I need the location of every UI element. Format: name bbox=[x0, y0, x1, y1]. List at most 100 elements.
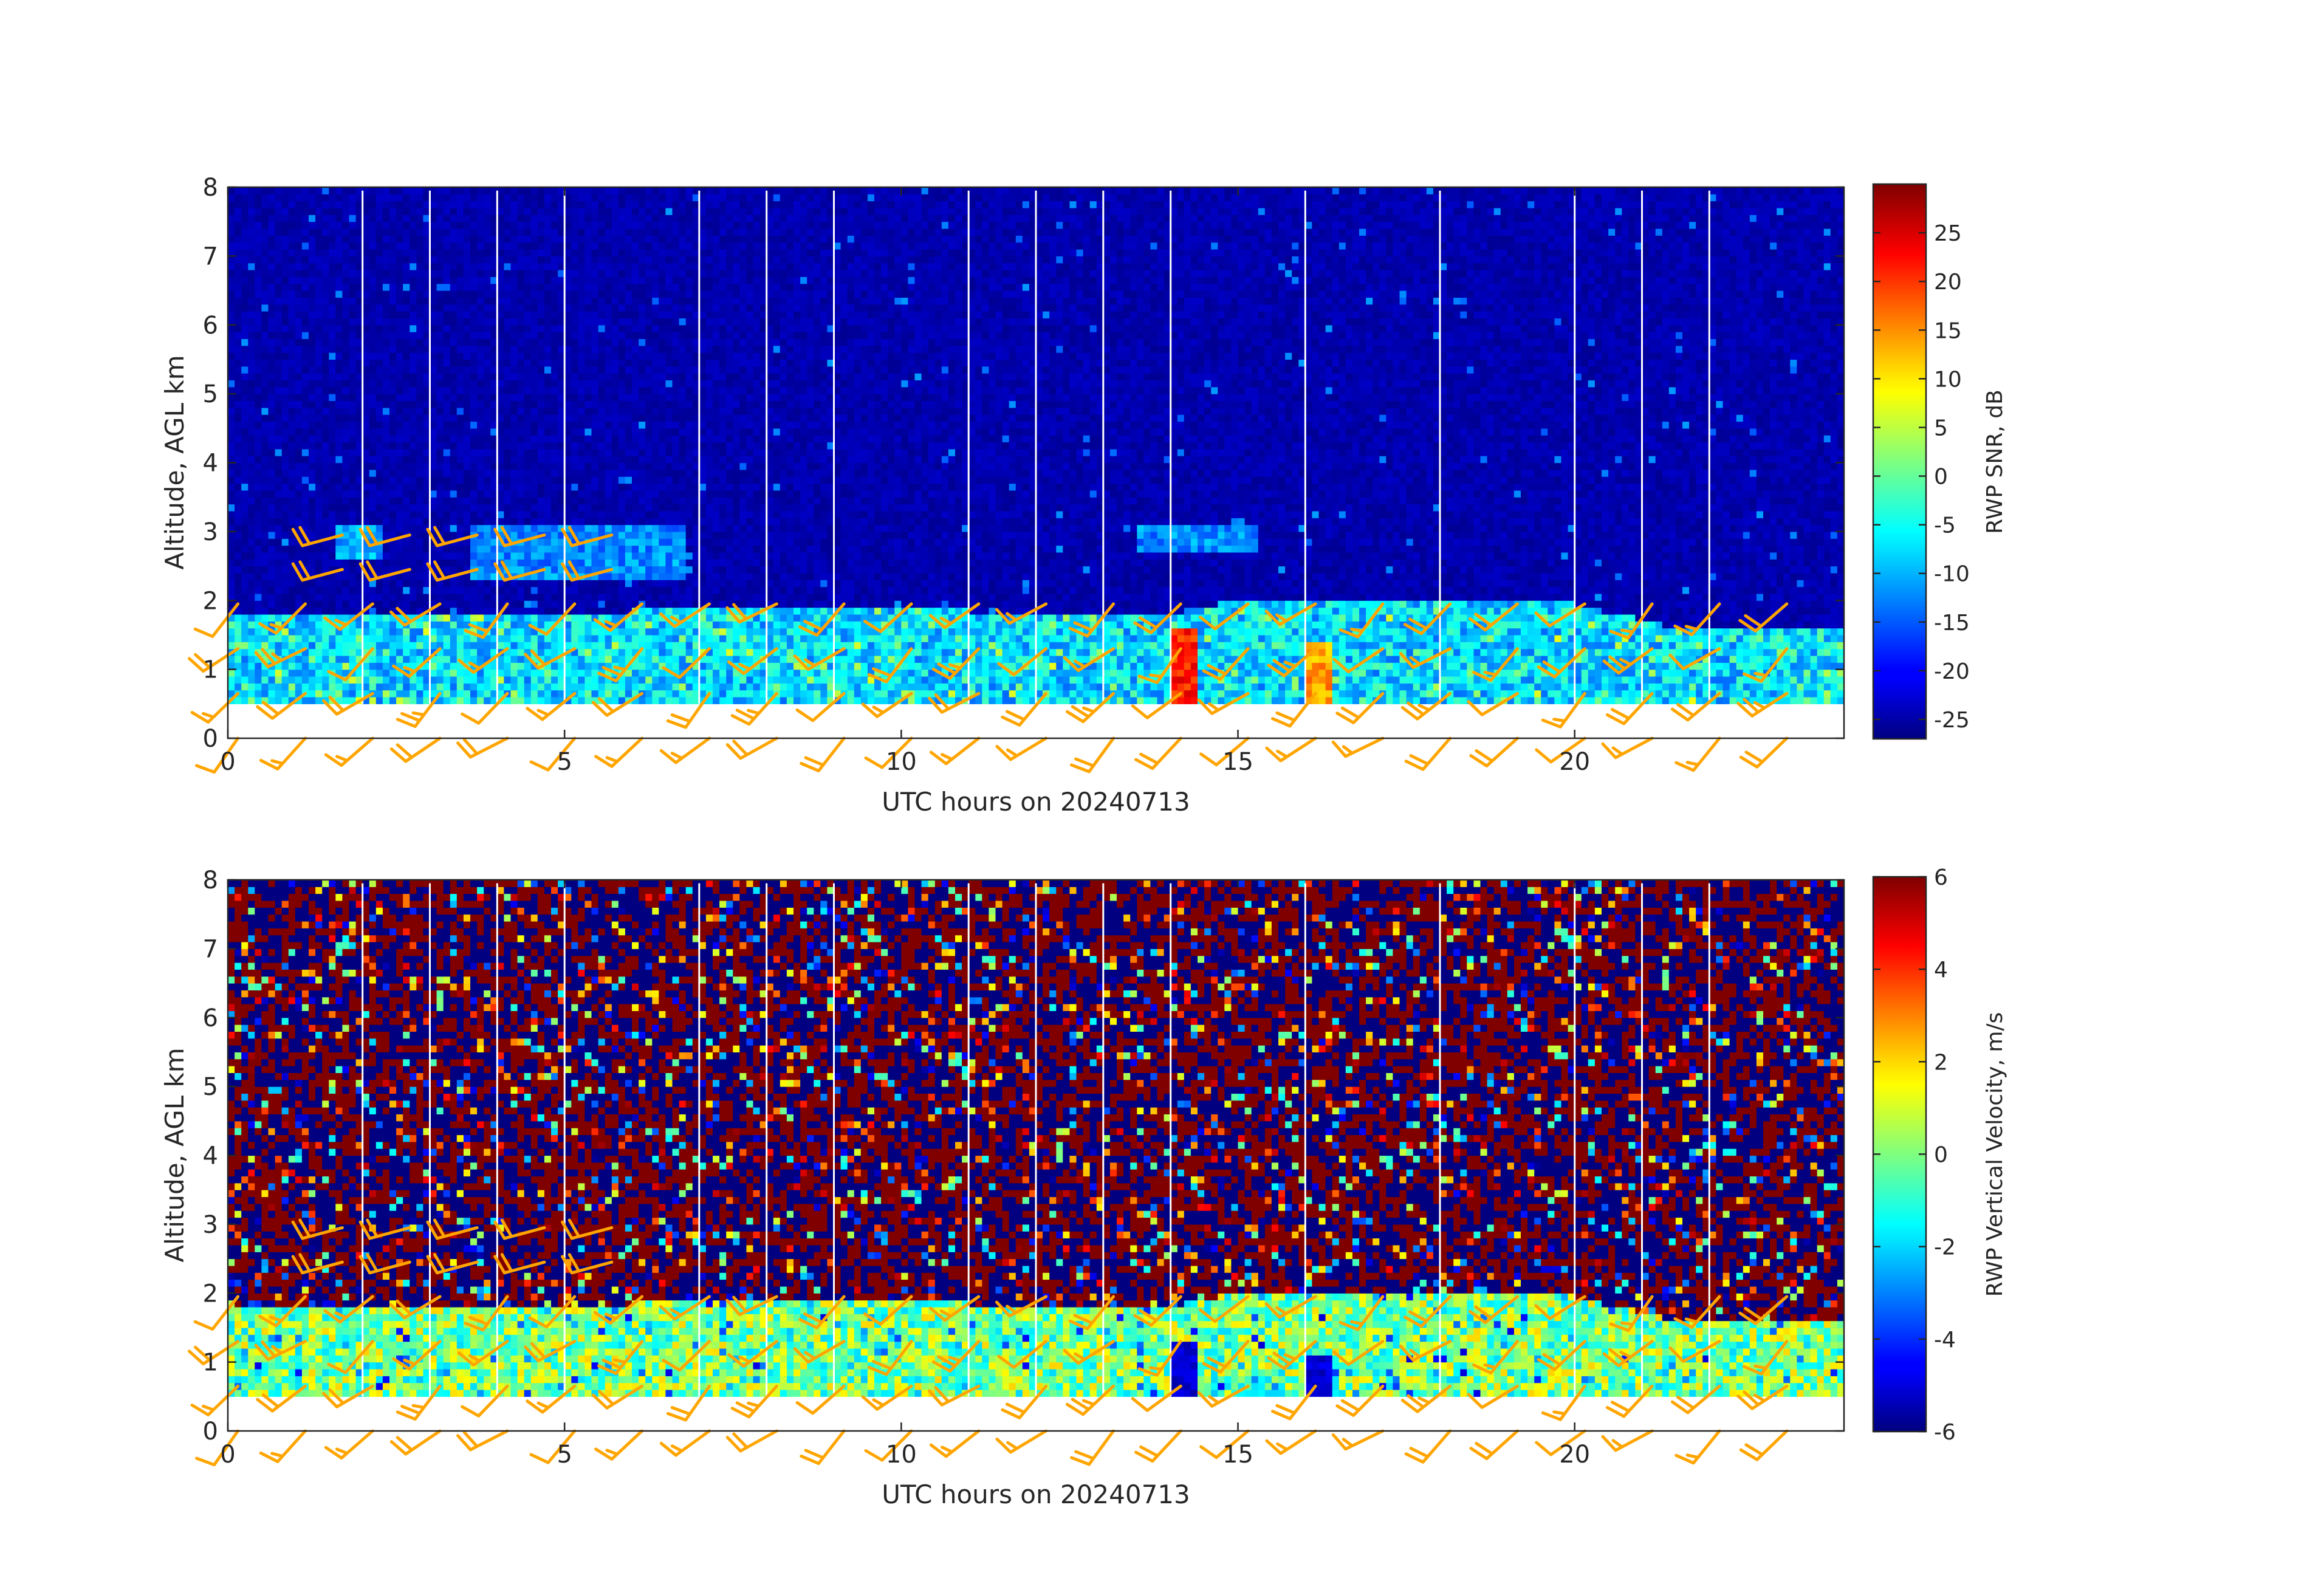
heatmap-cell bbox=[235, 669, 242, 677]
heatmap-cell bbox=[416, 531, 423, 539]
heatmap-cell bbox=[389, 324, 397, 332]
heatmap-cell bbox=[369, 504, 377, 512]
heatmap-cell bbox=[248, 297, 255, 305]
heatmap-cell bbox=[632, 407, 639, 415]
heatmap-cell bbox=[382, 187, 390, 194]
heatmap-cell bbox=[665, 504, 673, 512]
heatmap-cell bbox=[632, 469, 639, 477]
heatmap-cell bbox=[416, 208, 423, 215]
heatmap-cell bbox=[241, 249, 249, 256]
heatmap-cell bbox=[261, 435, 269, 442]
heatmap-cell bbox=[571, 448, 578, 456]
heatmap-cell bbox=[410, 386, 417, 394]
heatmap-cell bbox=[625, 504, 632, 512]
heatmap-cell bbox=[564, 545, 572, 553]
heatmap-cell bbox=[618, 297, 626, 305]
heatmap-cell bbox=[564, 566, 572, 574]
heatmap-cell bbox=[510, 235, 518, 243]
heatmap-cell bbox=[430, 276, 437, 284]
heatmap-cell bbox=[665, 614, 673, 622]
heatmap-cell bbox=[281, 380, 289, 388]
heatmap-cell bbox=[456, 566, 464, 574]
heatmap-cell bbox=[618, 311, 626, 318]
heatmap-cell bbox=[672, 572, 680, 580]
heatmap-cell bbox=[551, 414, 558, 422]
heatmap-cell bbox=[504, 621, 512, 629]
heatmap-cell bbox=[275, 187, 283, 194]
heatmap-cell bbox=[578, 628, 585, 636]
heatmap-cell bbox=[618, 690, 626, 698]
heatmap-cell bbox=[268, 572, 276, 580]
heatmap-cell bbox=[403, 497, 410, 505]
heatmap-cell bbox=[410, 235, 417, 243]
heatmap-cell bbox=[524, 580, 532, 588]
heatmap-cell bbox=[375, 552, 383, 560]
heatmap-cell bbox=[268, 304, 276, 312]
heatmap-cell bbox=[584, 283, 592, 291]
heatmap-cell bbox=[632, 690, 639, 698]
heatmap-cell bbox=[255, 634, 262, 642]
heatmap-cell bbox=[443, 187, 451, 194]
heatmap-cell bbox=[639, 318, 646, 326]
heatmap-cell bbox=[403, 504, 410, 512]
heatmap-cell bbox=[645, 187, 653, 194]
heatmap-cell bbox=[423, 676, 431, 684]
heatmap-cell bbox=[301, 318, 309, 326]
heatmap-cell bbox=[255, 276, 262, 284]
heatmap-cell bbox=[558, 476, 565, 484]
heatmap-cell bbox=[450, 448, 458, 456]
heatmap-cell bbox=[659, 249, 666, 256]
heatmap-cell bbox=[618, 256, 626, 264]
heatmap-cell bbox=[309, 607, 316, 615]
heatmap-cell bbox=[295, 297, 303, 305]
heatmap-cell bbox=[261, 656, 269, 663]
heatmap-cell bbox=[436, 407, 444, 415]
heatmap-cell bbox=[329, 510, 336, 518]
heatmap-cell bbox=[369, 593, 377, 601]
heatmap-cell bbox=[652, 566, 659, 574]
heatmap-cell bbox=[423, 208, 431, 215]
heatmap-cell bbox=[639, 421, 646, 429]
heatmap-cell bbox=[309, 338, 316, 346]
heatmap-cell bbox=[530, 221, 538, 229]
heatmap-cell bbox=[517, 456, 525, 464]
heatmap-cell bbox=[470, 373, 478, 380]
heatmap-cell bbox=[618, 228, 626, 236]
heatmap-cell bbox=[463, 504, 471, 512]
heatmap-cell bbox=[639, 214, 646, 222]
heatmap-cell bbox=[537, 256, 545, 264]
heatmap-cell bbox=[497, 332, 504, 339]
heatmap-cell bbox=[484, 366, 491, 374]
heatmap-cell bbox=[645, 435, 653, 442]
heatmap-cell bbox=[584, 332, 592, 339]
heatmap-cell bbox=[450, 262, 458, 270]
heatmap-cell bbox=[672, 400, 680, 408]
heatmap-cell bbox=[659, 580, 666, 588]
heatmap-cell bbox=[591, 566, 599, 574]
heatmap-cell bbox=[369, 642, 377, 650]
heatmap-cell bbox=[362, 504, 370, 512]
heatmap-cell bbox=[591, 469, 599, 477]
heatmap-cell bbox=[335, 621, 343, 629]
heatmap-cell bbox=[349, 476, 357, 484]
heatmap-cell bbox=[322, 621, 329, 629]
heatmap-cell bbox=[591, 476, 599, 484]
heatmap-cell bbox=[423, 228, 431, 236]
heatmap-cell bbox=[639, 324, 646, 332]
heatmap-cell bbox=[510, 634, 518, 642]
heatmap-cell bbox=[484, 490, 491, 498]
heatmap-cell bbox=[375, 221, 383, 229]
heatmap-cell bbox=[403, 201, 410, 208]
heatmap-cell bbox=[295, 676, 303, 684]
heatmap-cell bbox=[375, 366, 383, 374]
heatmap-cell bbox=[463, 194, 471, 202]
heatmap-cell bbox=[389, 607, 397, 615]
heatmap-cell bbox=[369, 545, 377, 553]
heatmap-cell bbox=[349, 531, 357, 539]
heatmap-cell bbox=[450, 270, 458, 277]
heatmap-cell bbox=[490, 373, 498, 380]
heatmap-cell bbox=[268, 614, 276, 622]
heatmap-cell bbox=[241, 386, 249, 394]
heatmap-cell bbox=[571, 504, 578, 512]
heatmap-cell bbox=[235, 538, 242, 546]
